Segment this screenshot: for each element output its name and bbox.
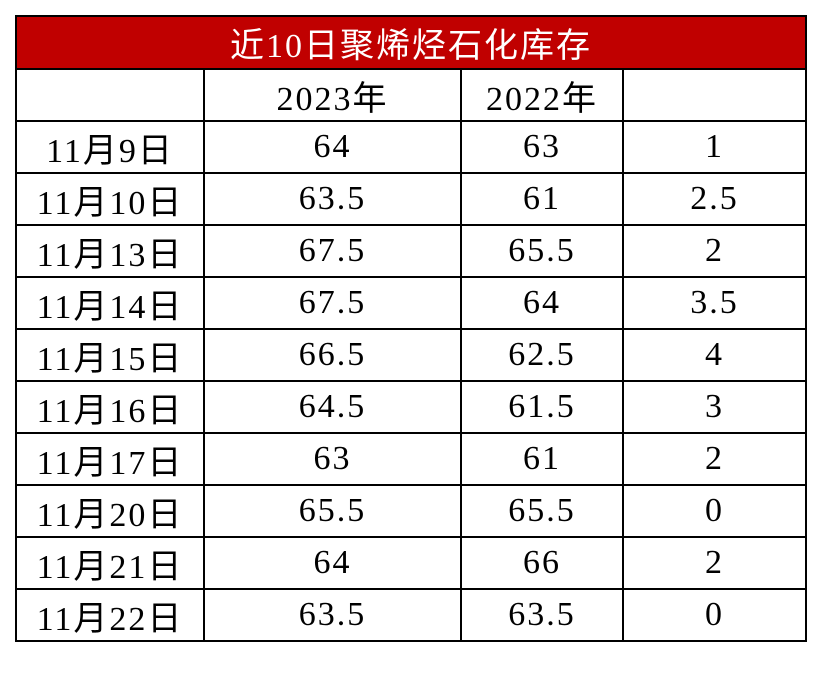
date-cell: 11月10日 (15, 172, 205, 226)
value-cell: 0 (622, 484, 807, 538)
date-cell: 11月13日 (15, 224, 205, 278)
value-cell: 65.5 (460, 484, 624, 538)
value-cell: 65.5 (460, 224, 624, 278)
value-cell: 63 (460, 120, 624, 174)
date-cell: 11月15日 (15, 328, 205, 382)
data-row: 11月21日 64 66 2 (15, 536, 807, 590)
header-cell: 2022年 (460, 68, 624, 122)
data-row: 11月22日 63.5 63.5 0 (15, 588, 807, 642)
value-cell: 66.5 (203, 328, 462, 382)
value-cell: 67.5 (203, 224, 462, 278)
value-cell: 1 (622, 120, 807, 174)
data-row: 11月17日 63 61 2 (15, 432, 807, 486)
value-cell: 65.5 (203, 484, 462, 538)
value-cell: 63.5 (203, 588, 462, 642)
data-row: 11月13日 67.5 65.5 2 (15, 224, 807, 278)
table-body: 近10日聚烯烃石化库存 2023年 2022年 11月9日 64 63 1 11月10日… (15, 15, 807, 642)
date-cell: 11月16日 (15, 380, 205, 434)
date-cell: 11月20日 (15, 484, 205, 538)
header-row: 2023年 2022年 (15, 68, 807, 122)
date-cell: 11月9日 (15, 120, 205, 174)
value-cell: 61 (460, 432, 624, 486)
value-cell: 63 (203, 432, 462, 486)
date-cell: 11月14日 (15, 276, 205, 330)
value-cell: 4 (622, 328, 807, 382)
value-cell: 64.5 (203, 380, 462, 434)
data-row: 11月14日 67.5 64 3.5 (15, 276, 807, 330)
value-cell: 2.5 (622, 172, 807, 226)
value-cell: 2 (622, 224, 807, 278)
date-cell: 11月21日 (15, 536, 205, 590)
data-row: 11月20日 65.5 65.5 0 (15, 484, 807, 538)
value-cell: 3 (622, 380, 807, 434)
date-cell: 11月17日 (15, 432, 205, 486)
inventory-table: 近10日聚烯烃石化库存 2023年 2022年 11月9日 64 63 1 11月10日… (15, 15, 807, 642)
value-cell: 61.5 (460, 380, 624, 434)
value-cell: 64 (203, 120, 462, 174)
value-cell: 64 (203, 536, 462, 590)
header-cell (622, 68, 807, 122)
value-cell: 63.5 (460, 588, 624, 642)
data-row: 11月9日 64 63 1 (15, 120, 807, 174)
data-row: 11月15日 66.5 62.5 4 (15, 328, 807, 382)
header-cell (15, 68, 205, 122)
value-cell: 0 (622, 588, 807, 642)
value-cell: 67.5 (203, 276, 462, 330)
data-row: 11月10日 63.5 61 2.5 (15, 172, 807, 226)
value-cell: 2 (622, 536, 807, 590)
value-cell: 61 (460, 172, 624, 226)
header-cell: 2023年 (203, 68, 462, 122)
value-cell: 64 (460, 276, 624, 330)
date-cell: 11月22日 (15, 588, 205, 642)
value-cell: 62.5 (460, 328, 624, 382)
value-cell: 63.5 (203, 172, 462, 226)
table-title: 近10日聚烯烃石化库存 (15, 15, 807, 70)
value-cell: 66 (460, 536, 624, 590)
value-cell: 2 (622, 432, 807, 486)
title-row: 近10日聚烯烃石化库存 (15, 15, 807, 70)
value-cell: 3.5 (622, 276, 807, 330)
data-row: 11月16日 64.5 61.5 3 (15, 380, 807, 434)
